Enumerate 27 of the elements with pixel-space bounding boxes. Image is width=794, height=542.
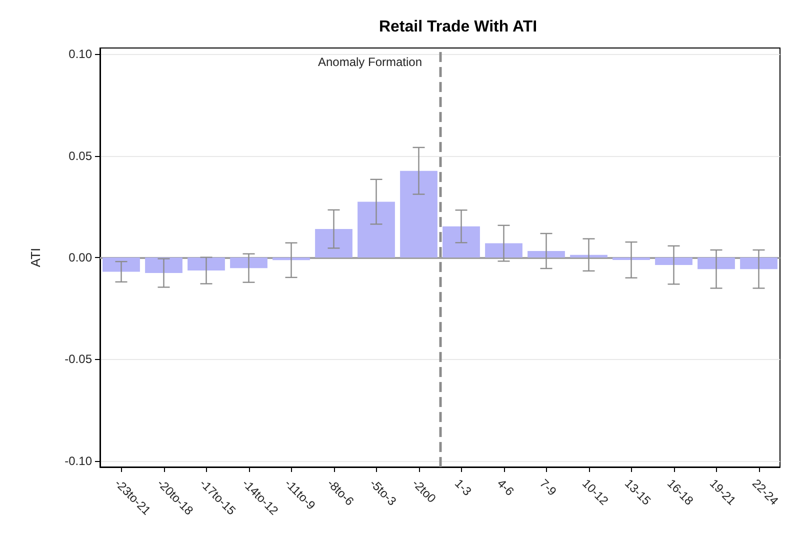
x-tick-label: 7-9 [537,476,560,499]
x-tick-label: 1-3 [452,476,474,499]
chart-title: Retail Trade With ATI [378,18,538,36]
bar [698,258,735,270]
ref-line-label: Anomaly Formation [318,55,422,69]
y-tick-label: 0.05 [68,148,92,163]
y-axis-title: ATI [28,248,43,268]
bar [230,258,268,268]
bar [102,258,140,272]
y-tick-label: -0.05 [64,352,92,366]
x-tick-label: 4-6 [494,476,517,499]
bar [485,243,522,258]
x-tick-label: -2to0 [410,476,440,506]
bar [740,258,778,270]
y-tick-label: -0.10 [64,454,92,468]
bar [358,202,395,258]
bar [145,258,182,273]
bar [315,229,352,258]
bar [528,250,565,258]
bar [570,254,608,258]
bar [272,258,310,260]
bar [655,258,692,266]
bar [442,226,480,258]
bar [188,258,225,271]
y-tick-label: 0.00 [68,250,92,264]
bar [400,170,438,258]
y-tick-label: 0.10 [68,47,92,62]
